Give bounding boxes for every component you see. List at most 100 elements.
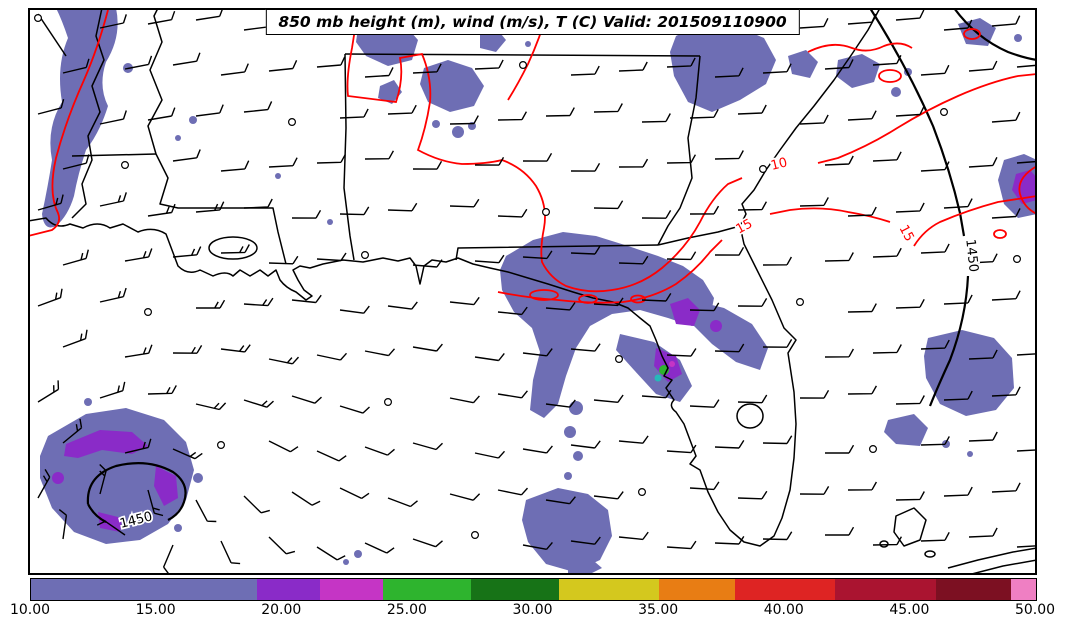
temperature-contours-shape: [630, 294, 646, 304]
wind-barb: [268, 255, 299, 265]
wind-barb: [847, 481, 878, 491]
plot-title-text: 850 mb height (m), wind (m/s), T (C) Val…: [278, 13, 787, 31]
wind-barb: [412, 160, 443, 170]
wind-barb: [1016, 353, 1037, 356]
temp-contour-label-10: 10: [769, 155, 789, 174]
wind-barb: [895, 491, 925, 501]
alabama-georgia-border: [657, 55, 701, 246]
wind-barb: [316, 352, 348, 361]
temperature-contours-shape: [807, 42, 913, 53]
wind-speed-shading-shape: [836, 54, 880, 88]
wind-barb: [762, 63, 792, 74]
wind-barb: [737, 394, 768, 404]
wind-barb: [268, 440, 299, 453]
wind-barb: [714, 440, 745, 449]
wind-barb: [99, 192, 127, 207]
lake-okeechobee: [736, 403, 764, 429]
wind-barb: [387, 497, 418, 508]
wind-barb: [968, 349, 998, 360]
wind-barb: [62, 154, 90, 170]
colorbar-segment: [659, 579, 735, 600]
wind-barb: [762, 256, 793, 266]
wind-barb: [618, 435, 649, 444]
colorbar-tick-label: 25.00: [386, 602, 427, 618]
wind-barb: [339, 405, 370, 414]
wind-barb: [474, 254, 505, 264]
wind-barb: [412, 538, 443, 548]
wind-barb: [62, 58, 90, 74]
temperature-contours-shape: [529, 289, 559, 301]
wind-barb: [474, 450, 506, 459]
wind-barb: [364, 150, 395, 160]
wind-barb: [1016, 545, 1037, 548]
wind-barb: [991, 208, 1021, 219]
wind-barb: [920, 436, 950, 446]
wind-barb: [689, 481, 720, 491]
wind-barb: [762, 435, 793, 445]
wind-barb: [991, 15, 1021, 27]
cuba-coast: [947, 547, 1037, 569]
wind-barb: [316, 450, 347, 462]
wind-speed-shading-shape: [564, 426, 576, 438]
wind-speed-shading-shape: [525, 41, 531, 47]
wind-barb: [37, 194, 64, 211]
temperature-contours-shape: [993, 229, 1007, 239]
florida-alabama-border: [455, 244, 659, 261]
wind-speed-shading-shape: [692, 300, 768, 370]
wind-barb: [799, 486, 830, 495]
wind-barb: [124, 248, 153, 262]
colorbar-tick-label: 45.00: [889, 602, 930, 618]
wind-barb: [147, 203, 176, 217]
wind-barb: [666, 348, 697, 357]
wind-barb: [618, 158, 649, 168]
wind-barb: [799, 389, 830, 399]
wind-barb: [412, 442, 443, 451]
wind-barb: [666, 540, 697, 550]
wind-speed-shading-shape: [432, 120, 440, 128]
wind-barb: [943, 486, 973, 497]
wind-barb: [799, 17, 829, 29]
temperature-contours-shape: [913, 195, 1037, 247]
wind-speed-shading-shape: [967, 451, 973, 457]
wind-barb: [243, 101, 273, 113]
wind-barb: [243, 198, 273, 209]
temperature-contours-shape: [817, 73, 1037, 164]
wind-barb: [268, 356, 300, 365]
wind-barb: [920, 531, 950, 542]
wind-barb: [172, 52, 201, 66]
wind-barb: [872, 344, 902, 354]
wind-barb: [449, 296, 480, 306]
wind-barb: [522, 250, 553, 260]
wind-speed-shading-shape: [710, 320, 722, 332]
wind-barb: [99, 464, 107, 495]
wind-barb: [920, 64, 950, 76]
wind-barb: [968, 527, 998, 538]
wind-barb: [474, 352, 505, 362]
wind-barb: [666, 444, 697, 454]
height-contours-shape: [953, 8, 1037, 62]
wind-barb: [522, 152, 553, 162]
wind-barb: [825, 444, 855, 454]
wind-barb: [545, 496, 576, 505]
wind-barb: [172, 149, 201, 162]
height-contour-label-1450-right: 1450: [962, 238, 980, 272]
calm-wind-marker: [758, 165, 767, 174]
wind-barb: [449, 395, 480, 404]
wind-barb: [991, 111, 1021, 123]
wind-barb: [339, 487, 370, 500]
wind-barbs: [33, 8, 1037, 575]
wind-barb: [666, 154, 697, 164]
wind-barb: [497, 111, 528, 121]
wind-barb: [196, 299, 226, 309]
mississippi-river-border: [147, 8, 163, 155]
wind-speed-shading-shape: [569, 401, 583, 415]
wind-barb: [268, 157, 298, 168]
colorbar: [30, 578, 1037, 601]
wind-barb: [689, 399, 720, 408]
wind-speed-shading-shape: [670, 298, 700, 326]
wind-speed-shading-shape: [52, 472, 64, 484]
wind-barb: [689, 302, 720, 312]
wind-barb: [339, 305, 370, 314]
calm-wind-marker: [795, 298, 804, 307]
height-contours-shape: [87, 503, 107, 523]
